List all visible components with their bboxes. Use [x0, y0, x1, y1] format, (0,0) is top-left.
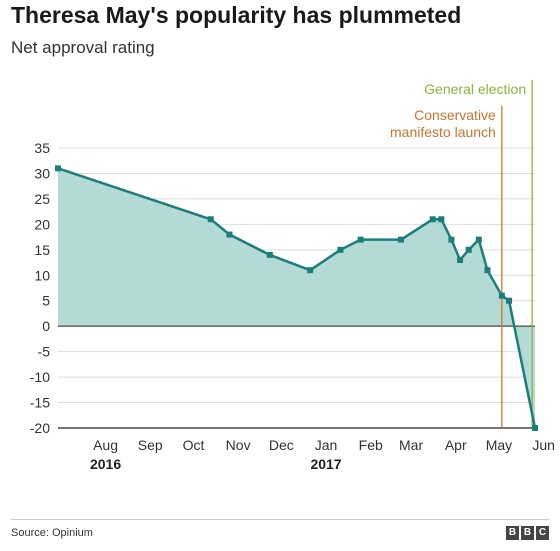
chart-subtitle: Net approval rating	[11, 38, 155, 57]
data-point	[465, 246, 472, 253]
bbc-logo-letter: B	[506, 526, 519, 540]
data-point	[55, 165, 61, 172]
data-point	[475, 236, 482, 243]
series-line	[57, 167, 537, 429]
data-point	[506, 297, 513, 304]
x-tick-label: Jun	[532, 437, 555, 453]
data-point	[438, 216, 445, 223]
x-tick-label: Dec	[269, 437, 294, 453]
series-line-layer	[57, 167, 537, 429]
data-point	[397, 236, 404, 243]
x-tick-label: Aug	[93, 437, 118, 453]
area-fill-layer	[58, 168, 535, 428]
footer-divider	[11, 519, 549, 520]
y-tick-labels: 35 30 25 20 15 10 5 0 -5 -10 -15 -20	[30, 140, 50, 436]
y-tick-label: 25	[34, 191, 50, 207]
data-point	[532, 425, 538, 431]
y-tick-label: 35	[34, 140, 50, 156]
data-point	[307, 267, 314, 274]
y-tick-label: 30	[34, 165, 50, 181]
area-fill	[58, 168, 535, 428]
x-tick-labels: Aug 2016 Sep Oct Nov Dec Jan 2017 Feb Mar Apr May Ju…	[90, 437, 555, 472]
x-tick-label: Mar	[399, 437, 423, 453]
y-tick-label: -10	[30, 369, 50, 385]
x-year-label: 2016	[90, 456, 121, 472]
manifesto-label: Conservative	[414, 107, 496, 123]
source-note: Source: Opinium	[11, 527, 93, 539]
y-tick-label: 0	[42, 318, 50, 334]
y-tick-label: 10	[34, 267, 50, 283]
bbc-logo: B B C	[506, 526, 549, 540]
y-tick-label: 5	[42, 293, 50, 309]
x-tick-label: Jan	[315, 437, 338, 453]
y-tick-label: 15	[34, 242, 50, 258]
data-points	[55, 165, 538, 431]
data-point	[357, 236, 364, 243]
y-tick-label: -5	[38, 344, 51, 360]
axes	[58, 325, 535, 429]
manifesto-label: manifesto launch	[390, 124, 496, 140]
x-year-label: 2017	[310, 456, 341, 472]
data-point	[266, 251, 273, 258]
data-point	[448, 236, 455, 243]
data-point	[337, 246, 344, 253]
x-tick-label: Sep	[138, 437, 163, 453]
x-tick-label: Nov	[226, 437, 251, 453]
data-point	[498, 292, 505, 299]
data-point	[429, 216, 436, 223]
data-point	[484, 267, 491, 274]
x-tick-label: Feb	[359, 437, 383, 453]
x-tick-label: May	[486, 437, 512, 453]
data-point	[457, 257, 464, 263]
data-point	[226, 231, 233, 238]
x-tick-label: Apr	[445, 437, 467, 453]
bbc-logo-letter: C	[536, 526, 549, 540]
bbc-logo-letter: B	[521, 526, 534, 540]
y-tick-label: -20	[30, 420, 50, 436]
data-point	[207, 216, 214, 223]
y-tick-label: -15	[30, 395, 50, 411]
chart-title: Theresa May's popularity has plummeted	[11, 2, 462, 28]
x-tick-label: Oct	[183, 437, 205, 453]
election-label: General election	[424, 81, 526, 97]
y-tick-label: 20	[34, 216, 50, 232]
